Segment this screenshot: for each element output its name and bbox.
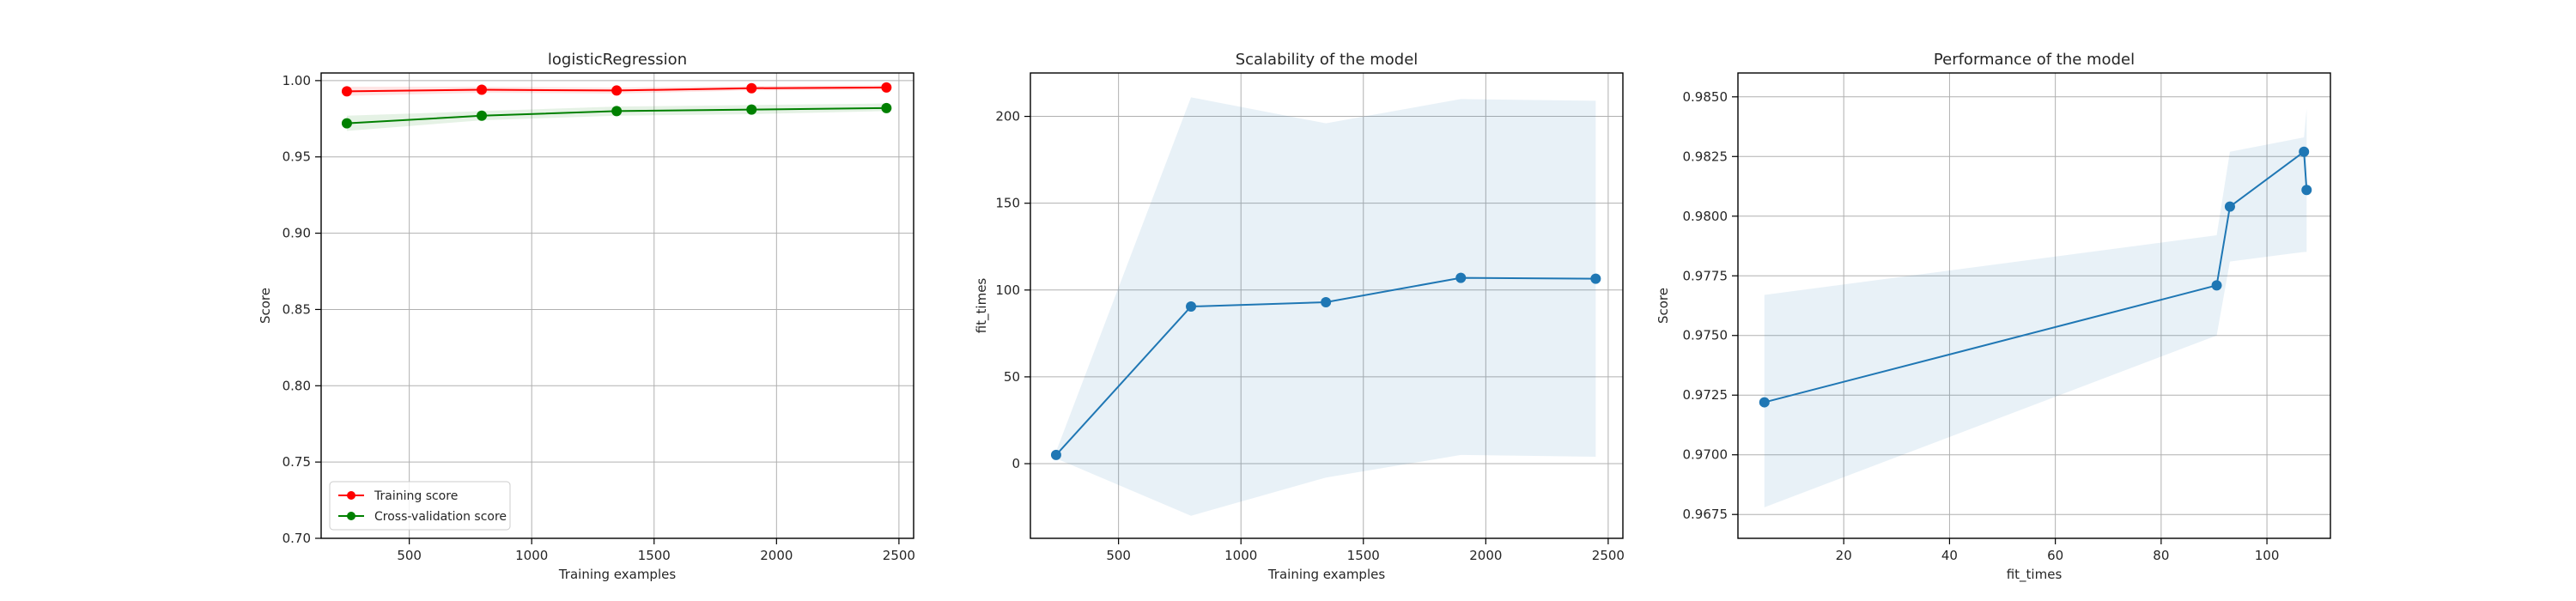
y-tick-label: 0.9675 <box>1683 507 1728 522</box>
legend-marker-training <box>347 491 355 500</box>
x-tick-label: 20 <box>1836 548 1852 563</box>
learning-curve-panel: 500 1000 1500 2000 2500 0.70 0.75 0.80 0.85 0.90 0… <box>258 51 915 582</box>
scalability-panel: 500 1000 1500 2000 2500 0 50 100 150 200 Scalabil… <box>974 51 1625 582</box>
data-point <box>1321 296 1332 307</box>
y-tick-label: 0.70 <box>283 531 311 546</box>
y-axis-label: Score <box>1656 288 1671 324</box>
confidence-band <box>1764 108 2307 507</box>
x-axis-label: Training examples <box>558 567 677 582</box>
grid-lines <box>1738 73 2330 538</box>
chart-title: Performance of the model <box>1934 51 2135 69</box>
x-axis-label: Training examples <box>1267 567 1386 582</box>
legend-frame <box>329 481 511 531</box>
data-point <box>1050 449 1061 460</box>
performance-panel: 20 40 60 80 100 0.9675 0.9700 0.9725 0.9750 0.977… <box>1656 51 2331 583</box>
data-point <box>1186 301 1197 313</box>
y-tick-label: 0.9775 <box>1683 268 1728 283</box>
data-point <box>1759 397 1770 408</box>
plot-frame <box>1737 72 2331 539</box>
y-tick-label: 50 <box>1004 369 1020 385</box>
x-tick-label: 40 <box>1941 548 1958 563</box>
x-tick-label: 1500 <box>638 548 671 563</box>
data-point <box>746 104 757 115</box>
y-tick-label: 0.90 <box>283 226 311 241</box>
x-tick-label: 60 <box>2047 548 2063 563</box>
x-tick-label: 2000 <box>760 548 793 563</box>
data-point <box>1590 273 1601 284</box>
x-tick-label: 80 <box>2153 548 2169 563</box>
plot-frame <box>320 72 914 539</box>
data-point <box>341 118 352 129</box>
grid-lines <box>1030 73 1623 538</box>
x-tick-label: 2000 <box>1469 548 1502 563</box>
score-points <box>1759 146 2312 408</box>
data-point <box>2211 280 2222 291</box>
axis-ticks: 20 40 60 80 100 0.9675 0.9700 0.9725 0.9750 0.977… <box>1683 89 2280 563</box>
x-tick-label: 500 <box>1106 548 1131 563</box>
fit-time-points <box>1050 272 1601 460</box>
data-point <box>2224 201 2235 212</box>
data-point <box>746 82 757 94</box>
data-point <box>2299 146 2310 157</box>
x-tick-label: 1000 <box>515 548 548 563</box>
axis-ticks: 500 1000 1500 2000 2500 0 50 100 150 200 <box>995 109 1625 563</box>
y-tick-label: 1.00 <box>283 73 311 88</box>
legend: Training score Cross-validation score <box>329 481 511 531</box>
y-tick-label: 0.95 <box>283 149 311 165</box>
plot-frame <box>1030 72 1624 539</box>
x-tick-label: 500 <box>397 548 422 563</box>
y-tick-label: 0.9800 <box>1683 209 1728 224</box>
y-tick-label: 0.9750 <box>1683 328 1728 343</box>
y-tick-label: 0.9850 <box>1683 89 1728 105</box>
data-point <box>611 85 623 96</box>
y-tick-label: 0.9700 <box>1683 447 1728 463</box>
y-tick-label: 150 <box>995 196 1020 211</box>
legend-label-cross-validation: Cross-validation score <box>374 510 507 524</box>
x-tick-label: 100 <box>2255 548 2280 563</box>
data-point <box>611 106 623 117</box>
chart-title: Scalability of the model <box>1236 51 1419 69</box>
y-tick-label: 0.9725 <box>1683 387 1728 403</box>
data-point <box>1455 272 1467 283</box>
data-point <box>477 84 488 95</box>
legend-label-training: Training score <box>374 489 458 503</box>
y-tick-label: 100 <box>995 282 1020 298</box>
legend-marker-cross-validation <box>347 512 355 520</box>
grid-lines <box>321 73 914 539</box>
y-axis-label: Score <box>258 288 273 324</box>
x-axis-label: fit_times <box>2007 567 2063 583</box>
x-tick-label: 2500 <box>1592 548 1625 563</box>
y-tick-label: 0.85 <box>283 301 311 317</box>
data-point <box>2301 185 2312 196</box>
y-tick-label: 0.75 <box>283 454 311 470</box>
y-tick-label: 0.80 <box>283 378 311 393</box>
score-band <box>1764 108 2307 507</box>
score-points <box>341 82 892 129</box>
y-tick-label: 200 <box>995 109 1020 124</box>
y-tick-label: 0 <box>1012 456 1020 471</box>
data-point <box>881 82 892 93</box>
data-point <box>477 110 488 121</box>
data-point <box>881 102 892 113</box>
x-tick-label: 1500 <box>1347 548 1380 563</box>
axis-ticks: 500 1000 1500 2000 2500 0.70 0.75 0.80 0.85 0.90 0… <box>283 73 915 563</box>
y-tick-label: 0.9825 <box>1683 149 1728 164</box>
data-point <box>341 86 352 97</box>
chart-title: logisticRegression <box>548 51 687 69</box>
x-tick-label: 2500 <box>883 548 915 563</box>
x-tick-label: 1000 <box>1224 548 1257 563</box>
y-axis-label: fit_times <box>974 278 990 334</box>
